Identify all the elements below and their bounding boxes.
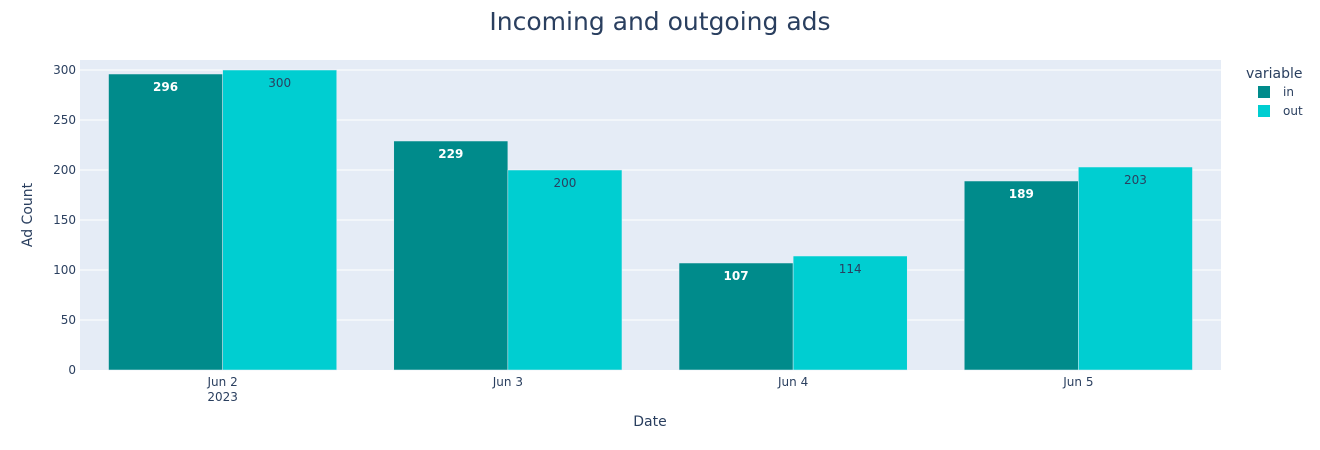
x-tick-label: Jun 5 [1062, 375, 1093, 389]
bar-out [1078, 166, 1193, 371]
bar-value-label: 107 [724, 269, 749, 283]
legend-swatch-in [1258, 86, 1270, 98]
x-tick-label: Jun 2 [207, 375, 238, 389]
bars [108, 69, 1193, 371]
legend: variable in out [1246, 66, 1303, 118]
x-tick-label: Jun 3 [492, 375, 523, 389]
bar-out [222, 69, 337, 371]
y-axis-title: Ad Count [20, 182, 36, 247]
bar-value-label: 300 [268, 76, 291, 90]
y-tick-label: 100 [53, 263, 76, 277]
legend-label-in: in [1283, 85, 1294, 99]
legend-title: variable [1246, 66, 1302, 82]
bar-in [108, 73, 223, 371]
bar-out [792, 255, 908, 371]
y-tick-label: 0 [68, 363, 76, 377]
y-tick-label: 200 [53, 163, 76, 177]
legend-swatch-out [1258, 105, 1270, 117]
x-axis-title: Date [633, 414, 666, 430]
bar-in [393, 140, 509, 371]
y-tick-label: 50 [61, 313, 76, 327]
y-tick-label: 150 [53, 213, 76, 227]
bar-labels: 296 300 229 200 107 114 189 203 [153, 76, 1147, 283]
bar-in [678, 262, 794, 371]
x-tick-sublabel: 2023 [207, 390, 238, 404]
bar-in [964, 180, 1079, 371]
chart-title: Incoming and outgoing ads [489, 7, 830, 36]
y-tick-label: 250 [53, 113, 76, 127]
bar-out [507, 169, 623, 371]
bar-value-label: 189 [1009, 187, 1034, 201]
legend-label-out: out [1283, 104, 1303, 118]
bar-value-label: 114 [839, 262, 862, 276]
bar-value-label: 229 [438, 147, 463, 161]
y-tick-label: 300 [53, 63, 76, 77]
x-tick-label: Jun 4 [777, 375, 808, 389]
y-tick-labels: 0 50 100 150 200 250 300 [53, 63, 76, 377]
bar-value-label: 200 [553, 176, 576, 190]
bar-value-label: 203 [1124, 173, 1147, 187]
bar-value-label: 296 [153, 80, 178, 94]
